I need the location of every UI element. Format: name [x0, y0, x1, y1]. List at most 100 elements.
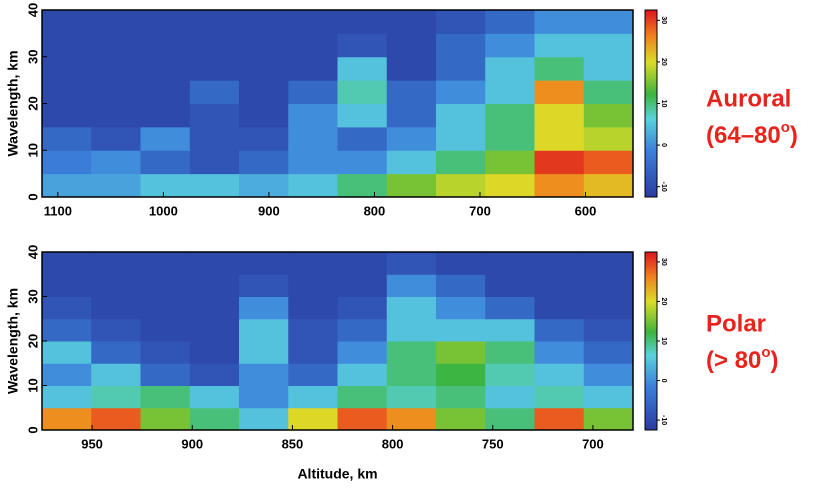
- heat-cell: [239, 274, 289, 297]
- heat-cell: [42, 103, 92, 128]
- annotation: (64–80o): [706, 119, 798, 149]
- heat-cell: [189, 150, 240, 175]
- heat-cell: [288, 407, 338, 431]
- heat-cell: [583, 173, 634, 198]
- heat-cell: [436, 252, 486, 275]
- x-tick-label: 750: [482, 436, 504, 451]
- annotation: Auroral: [706, 85, 791, 112]
- heat-cell: [485, 10, 535, 34]
- heat-cell: [485, 407, 535, 431]
- x-tick-label: 900: [181, 436, 203, 451]
- colorbar-tick-label: 0: [660, 379, 667, 383]
- heat-cell: [91, 296, 141, 320]
- annotation-part: (64–80: [706, 122, 781, 149]
- x-tick-label: 850: [282, 436, 304, 451]
- heat-cell: [42, 385, 92, 409]
- heat-cell: [140, 296, 191, 320]
- heat-cell: [91, 56, 141, 81]
- heat-cell: [239, 341, 289, 364]
- heat-cell: [534, 173, 585, 198]
- heat-cell: [91, 385, 141, 409]
- heat-cell: [337, 407, 388, 431]
- heat-cell: [91, 407, 141, 431]
- colorbar-tick-label: 20: [660, 298, 667, 306]
- heat-cell: [337, 10, 388, 34]
- heat-cell: [140, 56, 191, 81]
- y-axis-label: Wavelength, km: [5, 50, 21, 156]
- heat-cell: [288, 252, 338, 275]
- heat-cell: [436, 341, 486, 364]
- heat-cell: [91, 10, 141, 34]
- heat-cell: [140, 385, 191, 409]
- colorbar-tick-label: 20: [660, 58, 667, 66]
- colorbar-tick-label: 10: [660, 337, 667, 345]
- heat-cell: [534, 363, 585, 386]
- colorbar-tick-label: -10: [660, 182, 667, 192]
- heat-cell: [583, 363, 634, 386]
- heat-cell: [534, 407, 585, 431]
- heat-cell: [386, 252, 437, 275]
- heat-cell: [42, 150, 92, 175]
- heat-cell: [337, 33, 388, 58]
- y-tick-label: 0: [25, 426, 40, 433]
- heat-cell: [140, 103, 191, 128]
- heat-cell: [42, 407, 92, 431]
- heat-cell: [239, 103, 289, 128]
- heat-cell: [189, 33, 240, 58]
- heat-cell: [337, 252, 388, 275]
- heat-cell: [288, 318, 338, 342]
- heat-cell: [386, 407, 437, 431]
- y-tick-label: 30: [25, 50, 40, 64]
- x-tick-label: 900: [258, 203, 280, 218]
- heat-cell: [239, 363, 289, 386]
- heat-cell: [386, 126, 437, 151]
- heat-cell: [485, 385, 535, 409]
- x-tick-label: 950: [81, 436, 103, 451]
- heat-cell: [239, 10, 289, 34]
- heat-cell: [189, 173, 240, 198]
- heat-cell: [386, 10, 437, 34]
- heat-cell: [583, 126, 634, 151]
- heat-cell: [140, 173, 191, 198]
- heat-cell: [386, 341, 437, 364]
- heat-cell: [42, 126, 92, 151]
- heat-cell: [386, 274, 437, 297]
- y-tick-label: 10: [25, 378, 40, 392]
- heat-cell: [583, 341, 634, 364]
- y-tick-label: 20: [25, 96, 40, 110]
- heat-cell: [436, 56, 486, 81]
- y-tick-label: 0: [25, 193, 40, 200]
- x-tick-label: 1000: [149, 203, 178, 218]
- heat-cell: [337, 274, 388, 297]
- heat-cell: [288, 363, 338, 386]
- heat-cell: [485, 173, 535, 198]
- heat-cell: [386, 318, 437, 342]
- heat-cell: [288, 150, 338, 175]
- heat-cell: [436, 150, 486, 175]
- heat-cell: [91, 126, 141, 151]
- heat-cell: [42, 56, 92, 81]
- heat-cell: [42, 252, 92, 275]
- heat-cell: [91, 103, 141, 128]
- heat-cell: [583, 150, 634, 175]
- heat-cell: [436, 126, 486, 151]
- heat-cell: [189, 274, 240, 297]
- heat-cell: [583, 33, 634, 58]
- heat-cell: [189, 407, 240, 431]
- heat-cell: [239, 318, 289, 342]
- heat-cell: [239, 33, 289, 58]
- colorbar-tick-label: 10: [660, 100, 667, 108]
- heat-cell: [436, 173, 486, 198]
- heat-cell: [337, 296, 388, 320]
- heat-cell: [288, 296, 338, 320]
- heat-cell: [91, 252, 141, 275]
- colorbar-tick-label: 30: [660, 258, 667, 266]
- heat-cell: [534, 318, 585, 342]
- heat-cell: [239, 56, 289, 81]
- heat-cell: [288, 33, 338, 58]
- heat-cell: [91, 341, 141, 364]
- heat-cell: [337, 56, 388, 81]
- heat-cell: [189, 385, 240, 409]
- heat-cell: [485, 150, 535, 175]
- heat-cell: [534, 33, 585, 58]
